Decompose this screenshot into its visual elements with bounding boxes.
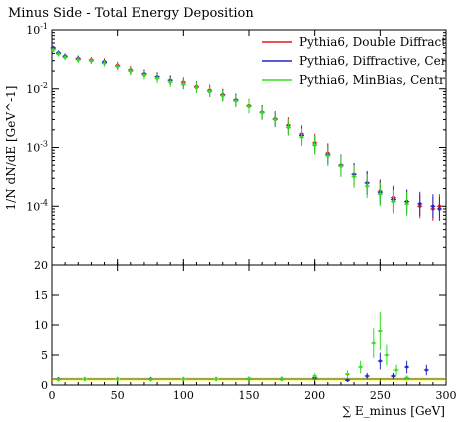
data-point (378, 192, 382, 196)
ratio-point (378, 359, 382, 363)
data-point (63, 55, 67, 60)
y-tick-label: 10-3 (26, 140, 48, 155)
data-point (352, 174, 356, 179)
data-point (339, 164, 343, 168)
ratio-point (346, 378, 349, 382)
legend: Pythia6, Double Diffractive Pythia6, Diff… (262, 35, 461, 87)
ratio-point (116, 377, 120, 381)
ratio-point (149, 378, 152, 382)
chart-title: Minus Side - Total Energy Deposition (8, 6, 254, 21)
ratio-y-tick-label: 20 (34, 259, 48, 272)
x-tick-label: 200 (304, 389, 325, 402)
data-point (418, 202, 422, 206)
y-axis-label-group: 1/N dN/dE [GeV^-1] (4, 86, 18, 211)
data-point (89, 59, 93, 63)
legend-label: Pythia6, Double Diffractive (299, 35, 461, 49)
data-point (405, 202, 409, 206)
data-point (431, 204, 435, 208)
data-point (273, 117, 277, 122)
y-axis-label: 1/N dN/dE [GeV^-1] (4, 86, 18, 211)
data-point (437, 207, 442, 211)
y-tick-label: 10-1 (26, 22, 48, 37)
ratio-point (214, 377, 218, 381)
x-tick-label: 0 (49, 389, 56, 402)
x-tick-label: 300 (436, 389, 457, 402)
data-point (76, 58, 80, 62)
ratio-y-tick-label: 15 (34, 289, 48, 302)
ratio-plot-panel: 0 50 100 150 200 250 300 0 5 10 15 20 (34, 259, 457, 402)
legend-label: Pythia6, Diffractive, Central (299, 54, 461, 68)
ratio-point (385, 353, 389, 357)
x-axis-label: ∑ E_minus [GeV] (342, 404, 445, 418)
ratio-series-1 (56, 312, 410, 382)
ratio-point (57, 378, 61, 382)
ratio-point (391, 374, 395, 378)
data-point (168, 80, 172, 84)
data-point (221, 94, 225, 98)
data-point (391, 199, 396, 204)
ratio-frame (51, 264, 447, 386)
data-point (260, 111, 264, 115)
data-point (142, 73, 146, 77)
ratio-point (280, 376, 284, 380)
ratio-point (313, 374, 317, 378)
data-point (155, 76, 159, 81)
data-point (181, 82, 185, 86)
ratio-point (378, 329, 382, 333)
ratio-y-tick-label: 5 (41, 349, 48, 362)
data-point (102, 61, 107, 66)
ratio-point (359, 365, 363, 369)
ratio-point (372, 341, 376, 345)
ratio-point (365, 374, 369, 378)
data-point (208, 89, 212, 94)
ratio-point (346, 372, 349, 376)
ratio-point (405, 376, 409, 380)
main-plot-panel: 10-4 10-3 10-2 10-1 (26, 22, 447, 266)
data-point (194, 85, 199, 90)
x-tick-label: 100 (173, 389, 194, 402)
x-tick-label: 150 (239, 389, 260, 402)
data-point (299, 135, 304, 139)
x-tick-label: 250 (370, 389, 391, 402)
data-point (129, 69, 133, 73)
ratio-point (424, 368, 428, 372)
data-point (56, 52, 61, 56)
data-point (116, 64, 120, 69)
data-point (365, 184, 369, 188)
ratio-point (247, 376, 251, 380)
legend-label: Pythia6, MinBias, Central (299, 73, 456, 87)
y-tick-label: 10-2 (26, 81, 48, 96)
data-point (51, 48, 55, 52)
data-point (313, 143, 317, 147)
series-2 (50, 47, 410, 216)
ratio-y-tick-label: 10 (34, 319, 48, 332)
data-point (247, 104, 251, 109)
series-1 (50, 45, 442, 221)
data-point (234, 99, 238, 103)
y-tick-label: 10-4 (26, 198, 48, 213)
ratio-point (394, 368, 398, 372)
ratio-point (405, 365, 409, 369)
x-tick-label: 50 (111, 389, 125, 402)
data-point (326, 154, 330, 158)
ratio-point (83, 377, 87, 381)
data-point (286, 125, 290, 129)
ratio-point (181, 377, 185, 381)
ratio-y-tick-label: 0 (41, 379, 48, 392)
